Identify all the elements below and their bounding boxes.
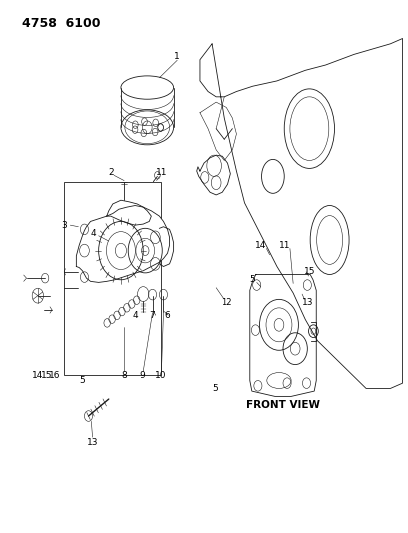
Text: 14: 14	[32, 370, 44, 379]
Text: 4: 4	[132, 311, 138, 320]
Ellipse shape	[121, 110, 174, 145]
Text: 16: 16	[49, 370, 61, 379]
Text: 2: 2	[108, 167, 113, 176]
Text: 9: 9	[139, 370, 145, 379]
Text: 8: 8	[121, 370, 126, 379]
Text: 11: 11	[156, 167, 168, 176]
Text: 14: 14	[255, 241, 266, 250]
Text: 11: 11	[279, 241, 291, 250]
Text: 4758  6100: 4758 6100	[22, 17, 100, 30]
Text: 5: 5	[250, 275, 255, 284]
Text: 4: 4	[91, 229, 97, 238]
Text: 10: 10	[155, 370, 166, 379]
Polygon shape	[76, 206, 170, 282]
Text: 6: 6	[165, 311, 171, 320]
Text: 5: 5	[213, 384, 218, 393]
Text: 5: 5	[80, 376, 85, 385]
Bar	[64, 182, 162, 375]
Text: 3: 3	[61, 221, 67, 230]
Text: 13: 13	[87, 438, 98, 447]
Text: 15: 15	[41, 370, 53, 379]
Text: 12: 12	[221, 298, 231, 307]
Text: FRONT VIEW: FRONT VIEW	[246, 400, 320, 410]
Text: 7: 7	[150, 311, 155, 320]
Polygon shape	[250, 274, 316, 397]
Text: 13: 13	[302, 298, 313, 307]
Text: 15: 15	[304, 268, 316, 276]
Text: 1: 1	[174, 52, 180, 61]
